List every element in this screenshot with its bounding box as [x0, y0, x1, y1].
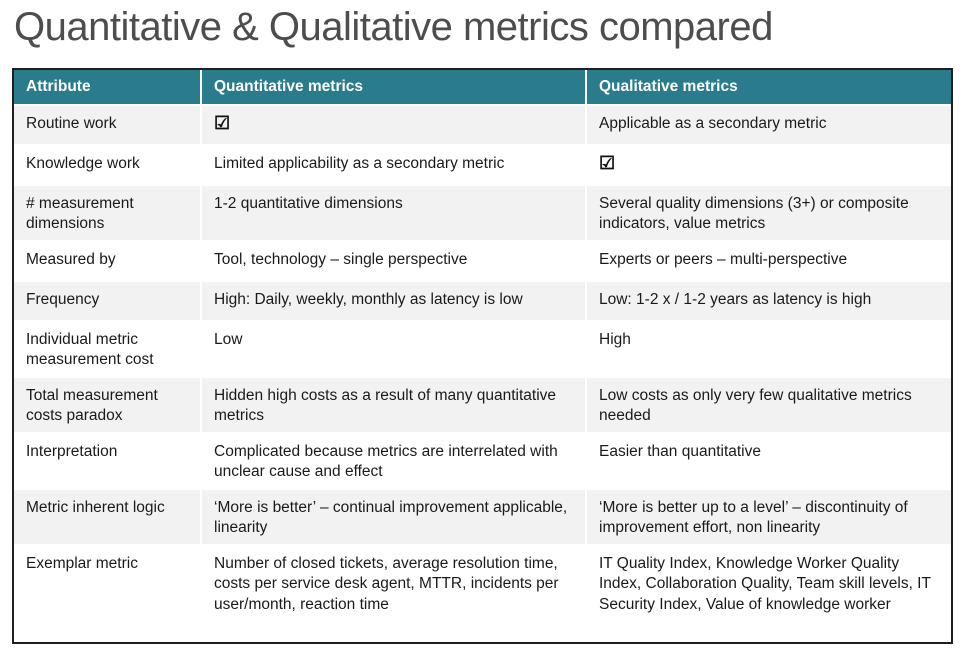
qualitative-cell: Applicable as a secondary metric [587, 106, 951, 146]
quantitative-cell: Complicated because metrics are interrel… [202, 434, 587, 490]
quantitative-cell: Low [202, 322, 587, 378]
attribute-cell: Measured by [14, 242, 202, 282]
quantitative-cell: Limited applicability as a secondary met… [202, 146, 587, 186]
header-cell-qualitative: Qualitative metrics [587, 70, 951, 106]
page-title: Quantitative & Qualitative metrics compa… [14, 5, 773, 49]
attribute-cell: Individual metric measurement cost [14, 322, 202, 378]
comparison-table: Attribute Quantitative metrics Qualitati… [12, 68, 953, 644]
quantitative-cell: Hidden high costs as a result of many qu… [202, 378, 587, 434]
checked-checkbox-icon: ☑ [214, 113, 231, 133]
attribute-cell: Routine work [14, 106, 202, 146]
quantitative-cell: ☑ [202, 106, 587, 146]
attribute-cell: Metric inherent logic [14, 490, 202, 546]
qualitative-cell: IT Quality Index, Knowledge Worker Quali… [587, 546, 951, 642]
header-cell-attribute: Attribute [14, 70, 202, 106]
attribute-cell: Exemplar metric [14, 546, 202, 642]
quantitative-cell: High: Daily, weekly, monthly as latency … [202, 282, 587, 322]
qualitative-cell: ‘More is better up to a level’ – discont… [587, 490, 951, 546]
attribute-cell: Interpretation [14, 434, 202, 490]
checked-checkbox-icon: ☑ [599, 153, 616, 173]
attribute-cell: Frequency [14, 282, 202, 322]
qualitative-cell: Easier than quantitative [587, 434, 951, 490]
attribute-cell: Knowledge work [14, 146, 202, 186]
qualitative-cell: Experts or peers – multi-perspective [587, 242, 951, 282]
quantitative-cell: Tool, technology – single perspective [202, 242, 587, 282]
qualitative-cell: Low: 1-2 x / 1-2 years as latency is hig… [587, 282, 951, 322]
quantitative-cell: 1-2 quantitative dimensions [202, 186, 587, 242]
header-cell-quantitative: Quantitative metrics [202, 70, 587, 106]
qualitative-cell: Several quality dimensions (3+) or compo… [587, 186, 951, 242]
qualitative-cell: Low costs as only very few qualitative m… [587, 378, 951, 434]
attribute-cell: # measurement dimensions [14, 186, 202, 242]
attribute-cell: Total measurement costs paradox [14, 378, 202, 434]
quantitative-cell: Number of closed tickets, average resolu… [202, 546, 587, 642]
quantitative-cell: ‘More is better’ – continual improvement… [202, 490, 587, 546]
qualitative-cell: ☑ [587, 146, 951, 186]
qualitative-cell: High [587, 322, 951, 378]
